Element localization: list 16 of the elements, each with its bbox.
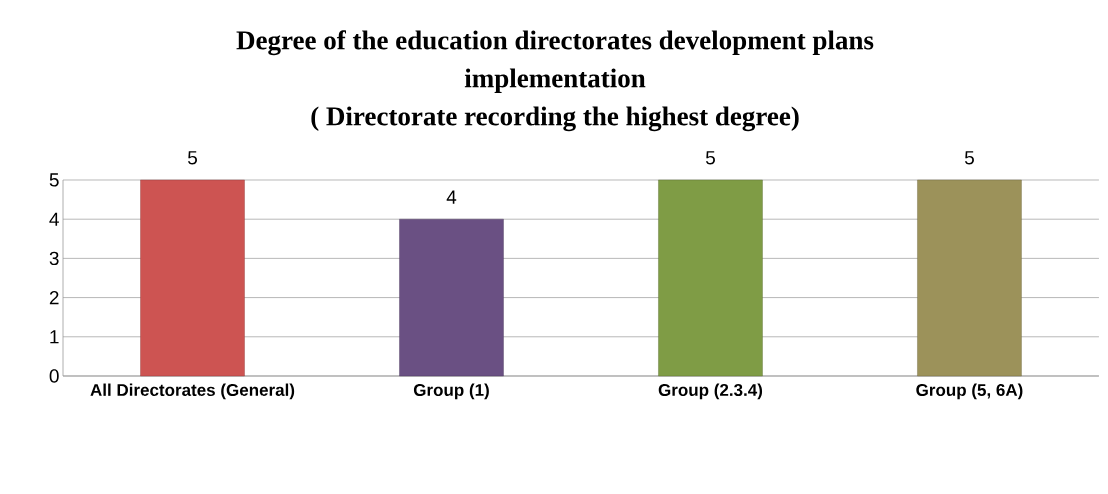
x-tick-label: Group (2.3.4)	[658, 383, 763, 400]
y-tick-label: 4	[49, 212, 59, 226]
x-tick-label: Group (5, 6A)	[916, 383, 1023, 400]
y-tick-label: 1	[50, 330, 59, 344]
chart-subtitle: ( Directorate recording the highest degree)	[311, 106, 799, 132]
y-tick-label: 3	[49, 251, 59, 266]
y-tick-label: 0	[49, 369, 59, 383]
x-tick-label: All Directorates (General)	[90, 383, 295, 400]
y-tick-label: 5	[49, 173, 59, 187]
data-label: 5	[705, 151, 715, 165]
y-tick-label: 2	[49, 290, 59, 305]
chart-title: Degree of the education directorates development plans implementation	[236, 30, 874, 93]
data-label: 5	[187, 151, 197, 165]
data-label: 5	[964, 151, 974, 165]
x-tick-label: Group (1)	[413, 383, 489, 400]
data-label: 4	[446, 190, 457, 204]
